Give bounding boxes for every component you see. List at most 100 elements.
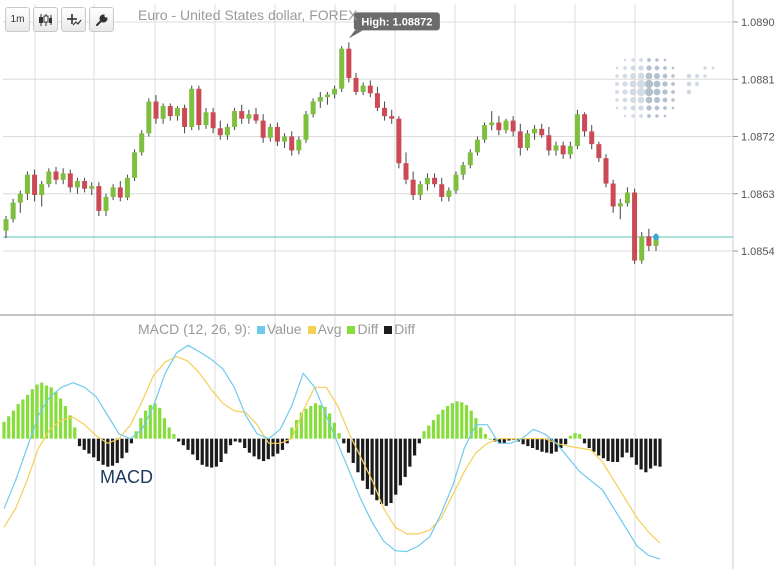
candle-body [110,187,116,197]
logo-dot [655,58,659,62]
logo-dot [654,73,660,79]
macd-diff-bar-negative [238,438,242,443]
candle-body [360,85,366,92]
logo-dot [615,74,619,78]
candle-body [289,136,295,151]
macd-diff-bar-negative [658,438,662,467]
macd-diff-bar-negative [247,438,252,453]
macd-diff-bar-negative [634,438,639,465]
macd-diff-bar-negative [417,438,421,444]
candle-body [10,202,16,220]
logo-dot [638,105,644,111]
macd-diff-bar-negative [606,438,610,462]
macd-diff-bar-negative [398,438,403,486]
logo-dot [622,73,628,79]
macd-diff-bar-negative [611,438,615,462]
macd-diff-bar-positive [427,425,431,439]
macd-diff-bar-negative [408,438,412,467]
candle-body [182,107,188,127]
candle-body [117,187,123,198]
logo-dot [615,82,619,86]
candle-body [639,236,645,261]
candle-body [324,94,330,98]
macd-diff-bar-negative [266,438,270,460]
logo-dot [630,65,636,71]
candle-body [267,126,273,138]
candle-body [303,114,309,140]
macd-diff-bar-positive [299,412,303,439]
macd-diff-bar-positive [483,434,487,439]
macd-diff-bar-negative [271,438,275,457]
legend-diff-positive: Diff [347,321,378,337]
macd-title: MACD (12, 26, 9): [138,321,251,337]
macd-diff-bar-negative [530,438,535,448]
macd-diff-bar-positive [139,418,143,439]
macd-diff-bar-negative [502,438,506,444]
candle-body [374,93,380,108]
macd-diff-bar-positive [328,413,332,439]
logo-dot [622,89,628,95]
logo-dot [663,106,667,110]
macd-diff-bar-negative [403,438,407,477]
macd-diff-bar-positive [318,405,322,439]
macd-diff-bar-positive [172,434,176,439]
macd-diff-bar-negative [87,438,91,454]
logo-dot [654,105,660,111]
high-label-badge [353,12,440,31]
candle-body [417,184,423,196]
macd-diff-bar-negative [356,438,360,473]
candle-body [367,85,373,94]
candle-body [260,120,266,138]
macd-diff-bar-positive [54,392,58,439]
add-indicator-button[interactable] [61,7,86,32]
candle-body [353,77,359,92]
macd-diff-bar-negative [257,438,261,460]
candle-body [210,112,216,129]
macd-diff-bar-positive [446,406,450,439]
macd-diff-bar-negative [365,438,369,490]
candle-body [3,219,9,231]
interval-button[interactable]: 1m [5,7,30,32]
candle-body [296,139,302,151]
logo-dot [671,82,675,86]
candle-body [553,145,559,151]
macd-diff-bar-negative [601,438,605,459]
candle-body [517,131,523,148]
candle-body [532,128,538,134]
candle-body [610,183,616,207]
chart-type-button[interactable] [33,7,58,32]
candle-body [239,111,245,119]
macd-diff-bar-positive [162,418,167,439]
macd-diff-bar-negative [342,438,346,444]
price-tick-label: 1.0890 [741,17,775,29]
macd-diff-bar-negative [125,438,129,453]
macd-diff-bar-negative [597,438,601,456]
macd-diff-bar-negative [592,438,596,452]
price-axis: 1.0890 1.0881 1.0872 1.0863 1.0854 [733,17,775,258]
price-pane: High: 1.08872 [3,12,733,264]
macd-diff-bar-negative [276,438,280,454]
candle-body [432,177,438,185]
macd-diff-bar-positive [59,398,63,439]
logo-dot [646,105,652,111]
logo-dot [631,114,635,118]
macd-diff-bar-negative [96,438,100,462]
macd-diff-bar-negative [106,438,110,467]
candle-body [246,114,252,119]
macd-diff-bar-positive [469,410,473,439]
macd-diff-bar-negative [497,438,502,444]
macd-diff-bar-negative [653,438,657,466]
macd-avg-line [3,355,661,544]
logo-dot [711,66,715,70]
macd-pane [2,344,662,560]
settings-button[interactable] [89,7,114,32]
logo-dot [671,66,675,70]
macd-diff-bar-negative [214,438,218,467]
macd-diff-bar-positive [488,438,492,440]
candle-body [174,107,180,117]
macd-diff-bar-negative [280,438,285,450]
macd-diff-bar-positive [578,434,582,439]
logo-dot [623,106,627,110]
logo-dot [647,114,651,118]
